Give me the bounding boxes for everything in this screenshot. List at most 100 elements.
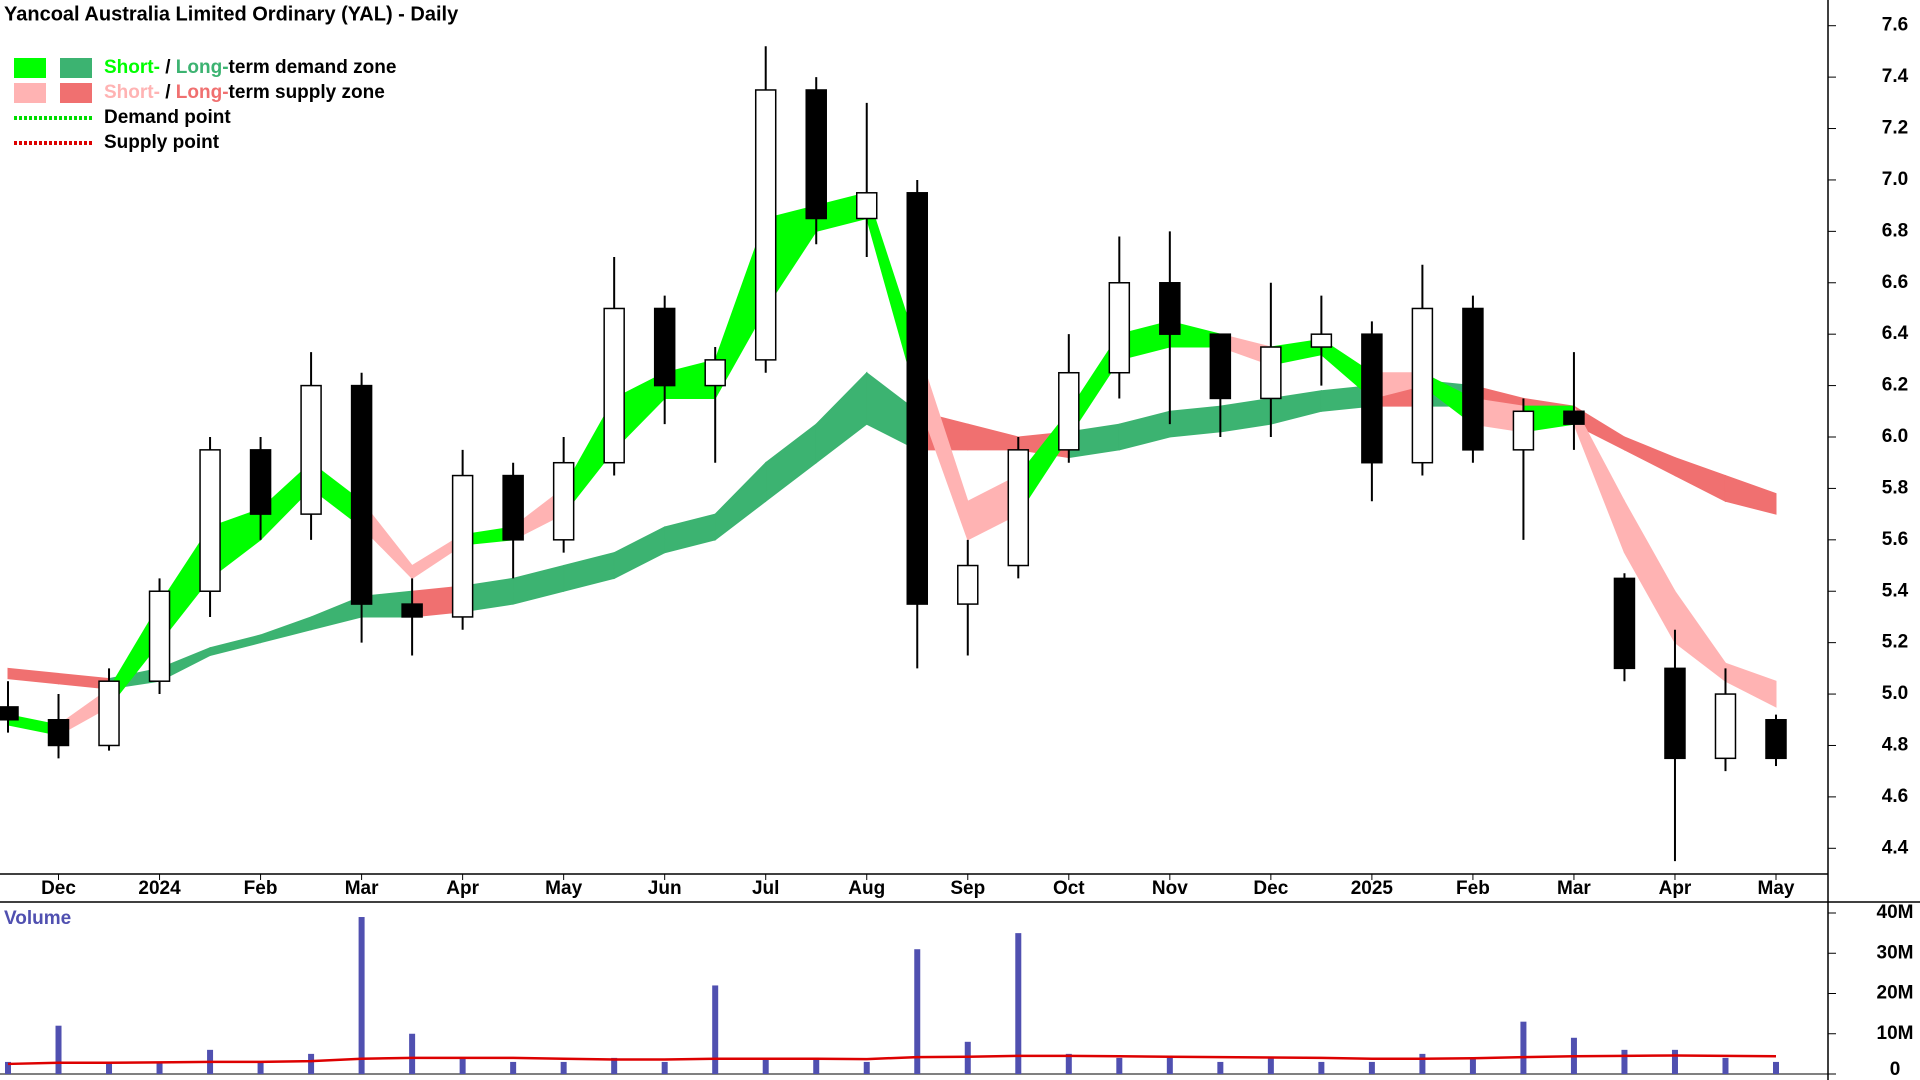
volume-bar [813, 1057, 820, 1074]
candle-body [1058, 371, 1080, 451]
long-zone [1724, 474, 1777, 515]
long-zone [1169, 405, 1221, 438]
volume-y-tick-label: 30M [1877, 942, 1914, 963]
candle-body [1310, 333, 1333, 348]
volume-bar [1015, 933, 1022, 1074]
y-tick-label: 4.6 [1882, 786, 1908, 807]
volume-bar [55, 1025, 62, 1074]
x-tick-label: Apr [446, 878, 479, 899]
legend-text: Short- [104, 57, 160, 78]
volume-bar [1267, 1057, 1274, 1074]
volume-bar [611, 1057, 618, 1074]
x-tick-label: Jul [752, 878, 779, 899]
candle-body [350, 384, 373, 605]
y-tick-label: 5.0 [1882, 683, 1908, 704]
volume-bar [1520, 1021, 1527, 1074]
candle-body [300, 384, 322, 515]
candle-body [957, 564, 979, 605]
y-tick-label: 4.8 [1882, 734, 1908, 755]
legend-swatch [14, 58, 46, 78]
volume-bar [1671, 1049, 1678, 1074]
y-tick-label: 6.6 [1882, 272, 1908, 293]
x-tick-label: Aug [848, 878, 885, 899]
y-tick-label: 7.2 [1882, 118, 1908, 139]
candle-body [1159, 282, 1181, 335]
volume-bar [308, 1053, 315, 1074]
volume-bar [863, 1061, 870, 1074]
y-tick-label: 5.4 [1882, 580, 1909, 601]
volume-bar [1116, 1057, 1123, 1074]
candle-body [148, 590, 171, 682]
volume-bar [712, 985, 719, 1074]
candle-body [855, 192, 878, 220]
y-tick-label: 7.4 [1882, 66, 1909, 87]
y-tick-label: 5.2 [1882, 632, 1908, 653]
legend-swatch [14, 83, 46, 103]
volume-bar [358, 917, 365, 1074]
x-tick-label: Feb [244, 878, 278, 899]
candle-body [1108, 282, 1131, 374]
candle-body [1714, 693, 1737, 760]
y-tick-label: 4.4 [1882, 837, 1909, 858]
y-tick-label: 5.8 [1882, 477, 1908, 498]
volume-bar [156, 1061, 163, 1074]
volume-bar [914, 949, 921, 1074]
y-tick-label: 7.0 [1882, 169, 1908, 190]
legend-text: / [160, 57, 176, 78]
y-tick-label: 7.6 [1882, 15, 1908, 36]
candle-body [1563, 410, 1585, 425]
volume-bar [257, 1061, 264, 1074]
volume-bar [1166, 1057, 1173, 1074]
candle-body [98, 680, 120, 747]
legend-text: Long- [176, 82, 229, 103]
volume-bar [510, 1061, 517, 1074]
candle-body [1765, 719, 1787, 760]
candle-body [653, 307, 676, 387]
candle-body [754, 89, 777, 361]
candle-body [1411, 307, 1434, 464]
volume-y-tick-label: 40M [1877, 902, 1914, 923]
volume-bar [1065, 1053, 1072, 1074]
legend-text: term supply zone [229, 82, 385, 103]
y-tick-label: 6.4 [1882, 323, 1909, 344]
legend-text: Short- [104, 82, 160, 103]
candle-body [1512, 410, 1535, 451]
volume-label: Volume [4, 908, 71, 929]
candle-body [451, 474, 474, 618]
x-tick-label: Jun [648, 878, 682, 899]
candle-body [1613, 577, 1636, 670]
volume-bar [1469, 1057, 1476, 1074]
x-tick-label: Dec [1253, 878, 1288, 899]
volume-bar [459, 1057, 466, 1074]
legend-label: Short- / Long-term demand zone [104, 57, 396, 78]
y-tick-label: 6.0 [1882, 426, 1908, 447]
volume-bar [1722, 1057, 1729, 1074]
x-tick-label: Nov [1152, 878, 1188, 899]
candle-body [552, 461, 575, 541]
volume-bar [1318, 1061, 1325, 1074]
candle-body [249, 449, 272, 515]
volume-bar [106, 1061, 113, 1074]
candle-body [1664, 667, 1686, 760]
x-tick-label: 2024 [138, 878, 181, 899]
candle-body [199, 449, 221, 592]
x-tick-label: Mar [1557, 878, 1591, 899]
y-tick-label: 5.6 [1882, 529, 1908, 550]
candle-body [1260, 346, 1282, 400]
candle-body [47, 719, 70, 747]
y-tick-label: 6.2 [1882, 375, 1908, 396]
candle-body [401, 603, 423, 618]
candle-body [704, 359, 726, 387]
candle-body [906, 192, 929, 605]
candle-body [502, 474, 524, 541]
legend-text: term demand zone [229, 57, 397, 78]
candle-body [1462, 307, 1484, 451]
volume-y-tick-label: 20M [1877, 983, 1914, 1004]
volume-bar [1621, 1049, 1628, 1074]
legend-swatch [60, 58, 92, 78]
x-tick-label: Feb [1456, 878, 1490, 899]
legend-label: Demand point [104, 107, 231, 128]
